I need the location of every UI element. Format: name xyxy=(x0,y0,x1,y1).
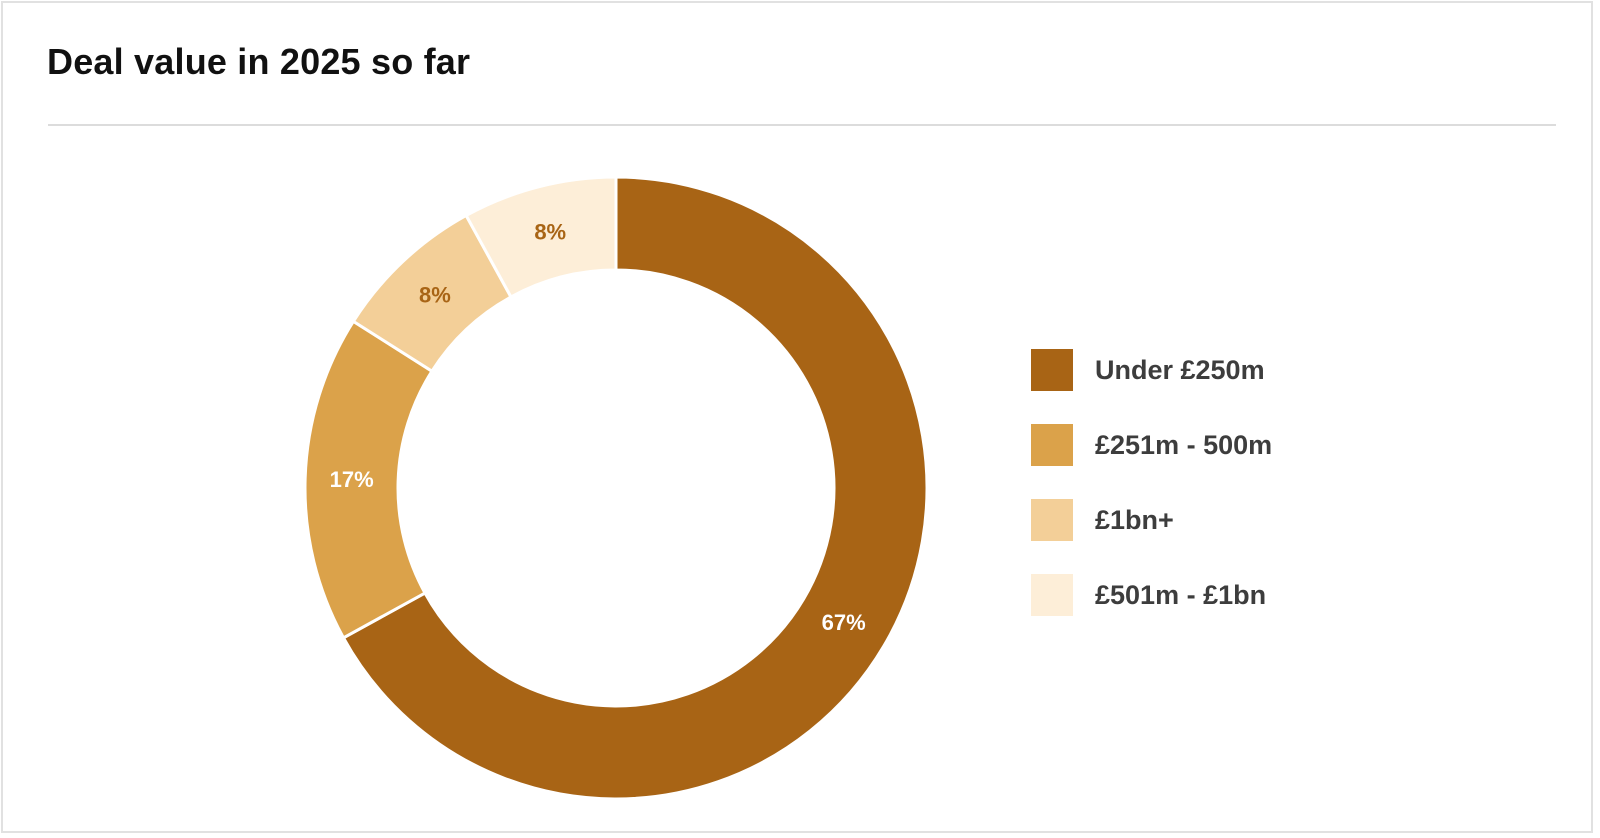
legend-swatch xyxy=(1031,499,1073,541)
slice-label: 17% xyxy=(330,467,374,492)
chart-legend: Under £250m £251m - 500m £1bn+ £501m - £… xyxy=(1031,349,1272,649)
legend-swatch xyxy=(1031,574,1073,616)
slice-label: 8% xyxy=(419,283,451,308)
legend-label: £251m - 500m xyxy=(1095,429,1273,460)
slice-label: 67% xyxy=(822,610,866,635)
legend-swatch xyxy=(1031,424,1073,466)
legend-item: £501m - £1bn xyxy=(1031,574,1272,616)
legend-item: Under £250m xyxy=(1031,349,1272,391)
legend-swatch xyxy=(1031,349,1073,391)
slice-label: 8% xyxy=(534,219,566,244)
legend-label: £1bn+ xyxy=(1095,504,1174,535)
chart-title: Deal value in 2025 so far xyxy=(47,41,471,82)
legend-item: £251m - 500m xyxy=(1031,424,1272,466)
legend-label: Under £250m xyxy=(1095,354,1265,385)
donut-slice xyxy=(341,175,929,801)
legend-label: £501m - £1bn xyxy=(1095,579,1267,610)
donut-slice xyxy=(464,175,618,300)
title-divider xyxy=(48,124,1556,126)
legend-item: £1bn+ xyxy=(1031,499,1272,541)
